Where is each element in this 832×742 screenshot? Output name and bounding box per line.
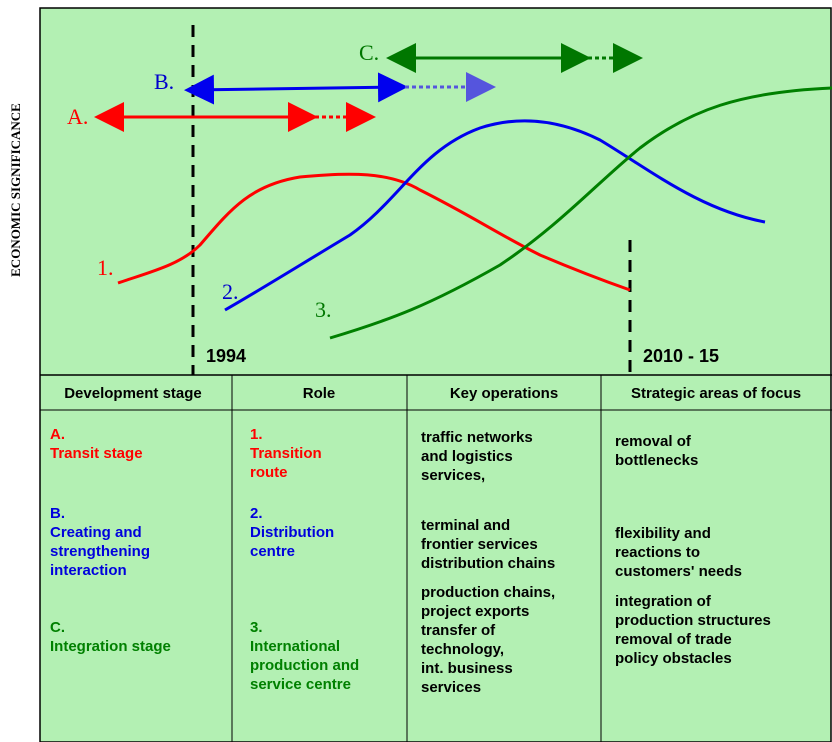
header-cell: Strategic areas of focus <box>631 385 801 402</box>
table-text: technology, <box>421 641 504 658</box>
table-text: service centre <box>250 676 351 693</box>
table-text: customers' needs <box>615 563 742 580</box>
table-text: services, <box>421 467 485 484</box>
table-text: and logistics <box>421 448 513 465</box>
curve <box>224 119 766 312</box>
table-text: reactions to <box>615 544 700 561</box>
table-text: traffic networks <box>421 429 533 446</box>
table-text: C. <box>50 619 65 636</box>
table-text: interaction <box>50 562 127 579</box>
curve <box>329 86 832 340</box>
table-text: flexibility and <box>615 525 711 542</box>
table-text: production structures <box>615 612 771 629</box>
stage-label: B. <box>154 69 174 94</box>
header-cell: Role <box>303 385 336 402</box>
table-text: 2. <box>250 505 263 522</box>
table-text: International <box>250 638 340 655</box>
curve-label: 3. <box>315 297 332 322</box>
marker-label: 2010 - 15 <box>643 346 719 366</box>
table-text: frontier services <box>421 536 538 553</box>
table-text: B. <box>50 505 65 522</box>
header-cell: Key operations <box>450 385 558 402</box>
table-text: Transit stage <box>50 445 143 462</box>
table-text: production chains, <box>421 584 555 601</box>
stage-arrow <box>184 72 408 105</box>
table-text: Distribution <box>250 524 334 541</box>
stage-label: A. <box>67 104 88 129</box>
table-text: policy obstacles <box>615 650 732 667</box>
table-text: 3. <box>250 619 263 636</box>
table-text: Integration stage <box>50 638 171 655</box>
table-text: project exports <box>421 603 529 620</box>
curve-label: 2. <box>222 279 239 304</box>
table-text: route <box>250 464 288 481</box>
marker-label: 1994 <box>206 346 246 366</box>
table-text: strengthening <box>50 543 150 560</box>
table-text: production and <box>250 657 359 674</box>
table-text: centre <box>250 543 295 560</box>
axis-label: ECONOMIC SIGNIFICANCE <box>8 103 23 277</box>
table-text: Creating and <box>50 524 142 541</box>
table-text: services <box>421 679 481 696</box>
table-text: int. business <box>421 660 513 677</box>
table-text: transfer of <box>421 622 496 639</box>
curve-label: 1. <box>97 255 114 280</box>
table-text: A. <box>50 426 65 443</box>
table-text: removal of trade <box>615 631 732 648</box>
table-text: terminal and <box>421 517 510 534</box>
table-text: removal of <box>615 433 692 450</box>
curve <box>117 172 631 292</box>
table-text: Transition <box>250 445 322 462</box>
stage-label: C. <box>359 40 379 65</box>
header-cell: Development stage <box>64 385 202 402</box>
table-text: integration of <box>615 593 712 610</box>
table-text: distribution chains <box>421 555 555 572</box>
table-text: 1. <box>250 426 263 443</box>
table-text: bottlenecks <box>615 452 698 469</box>
